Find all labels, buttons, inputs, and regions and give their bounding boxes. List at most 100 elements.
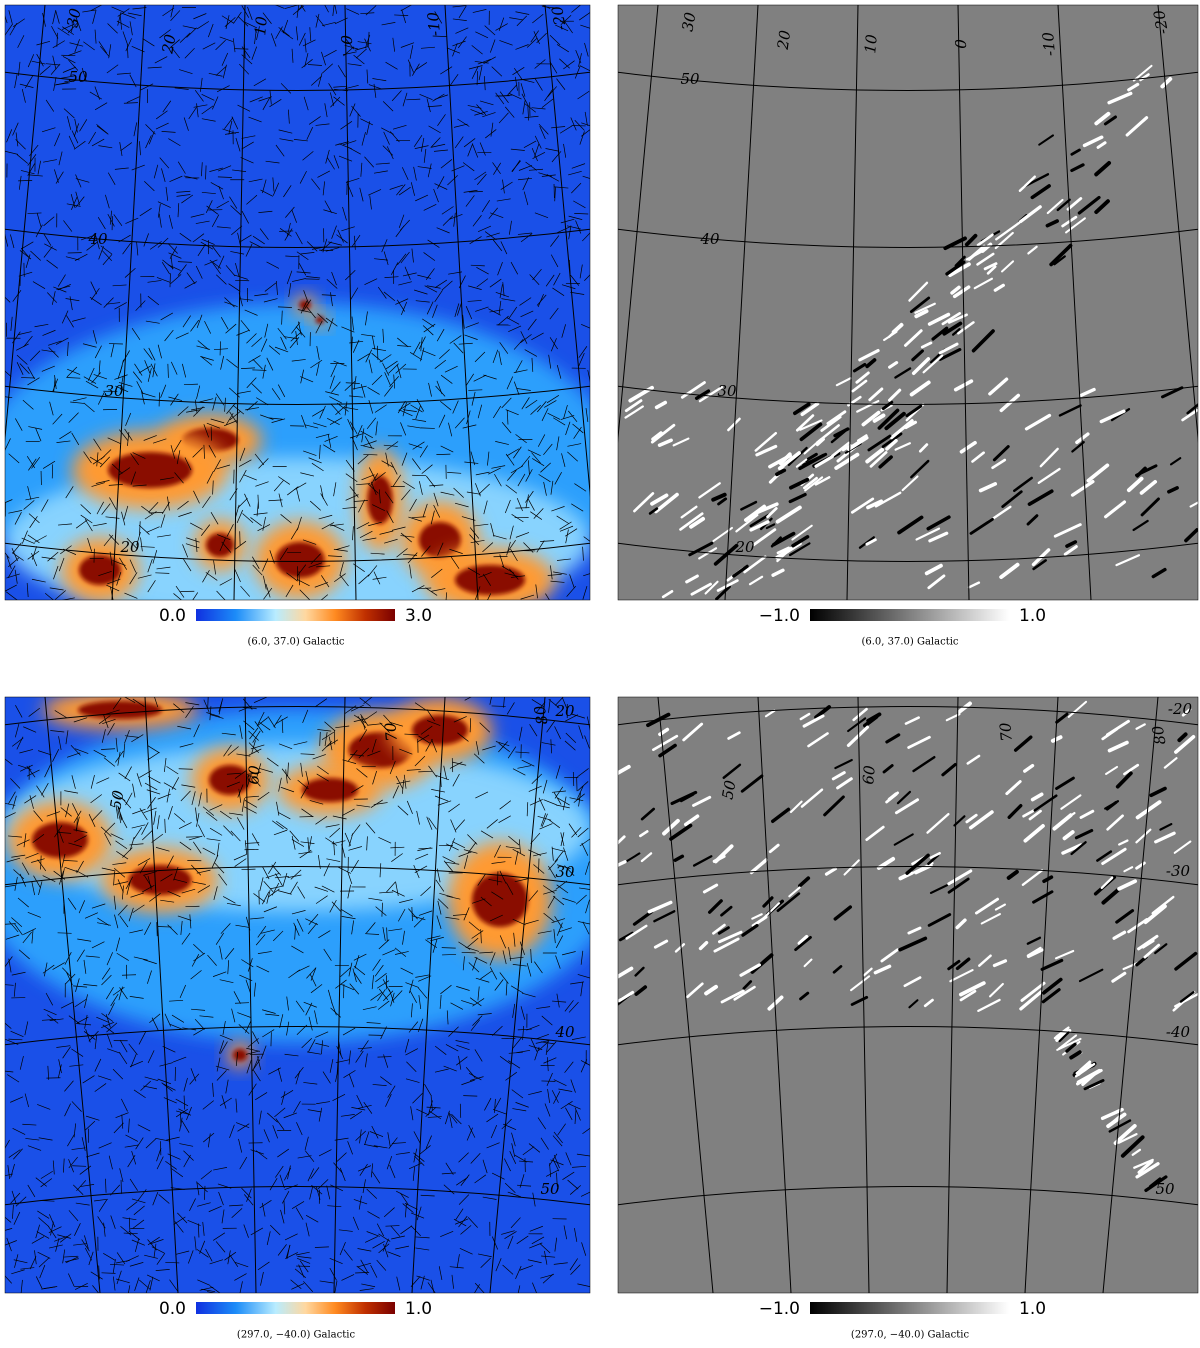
polarization-vector (466, 491, 481, 495)
polarization-vector (244, 309, 258, 316)
polarization-vector (305, 1214, 319, 1223)
polarization-vector (530, 832, 541, 844)
polarization-vector (221, 732, 236, 736)
polarization-vector (12, 542, 22, 554)
polarization-vector (272, 177, 275, 192)
polarization-vector (387, 1251, 401, 1257)
filament (1154, 831, 1176, 844)
polarization-vector (125, 412, 132, 427)
polarization-vector (129, 1262, 144, 1267)
polarization-vector (575, 220, 582, 234)
filament (795, 458, 808, 468)
polarization-vector (570, 1079, 576, 1093)
polarization-vector (305, 1002, 313, 1016)
polarization-vector (389, 760, 396, 775)
graticule-latitude (5, 1026, 590, 1046)
polarization-vector (37, 1210, 50, 1219)
polarization-vector (490, 122, 494, 137)
polarization-vector (126, 537, 137, 549)
polarization-vector (402, 409, 417, 412)
polarization-vector (103, 714, 109, 729)
polarization-vector (85, 955, 100, 958)
filament (762, 896, 774, 908)
filament (978, 482, 998, 493)
polarization-vector (58, 557, 65, 572)
polarization-vector (116, 20, 130, 28)
polarization-vector (388, 363, 399, 374)
polarization-vector (357, 1262, 372, 1268)
filament (951, 328, 961, 336)
polarization-vector (343, 1070, 356, 1078)
polarization-vector (127, 12, 142, 17)
polarization-vector (516, 1235, 529, 1245)
filament (927, 853, 940, 866)
polarization-vector (14, 74, 18, 89)
polarization-vector (248, 730, 259, 741)
polarization-vector (120, 815, 128, 829)
polarization-vector (73, 1243, 88, 1246)
polarization-vector (555, 804, 570, 809)
polarization-vector (504, 499, 511, 514)
polarization-vector (550, 565, 553, 580)
polarization-vector (140, 83, 154, 91)
polarization-vector (129, 996, 144, 999)
polarization-vector (69, 296, 73, 311)
polarization-vector (535, 701, 546, 713)
polarization-vector (219, 1097, 232, 1106)
polarization-vector (571, 1036, 586, 1040)
polarization-vector (587, 370, 590, 383)
filament (1061, 215, 1078, 228)
polarization-vector (502, 179, 505, 194)
polarization-vector (350, 753, 365, 757)
polarization-vector (383, 444, 398, 447)
polarization-vector (72, 803, 79, 816)
polarization-vector (413, 1131, 421, 1144)
polarization-vector (363, 440, 377, 446)
polarization-vector (98, 145, 113, 149)
polarization-vector (521, 992, 536, 998)
polarization-vector (56, 440, 71, 443)
polarization-vector (300, 376, 314, 383)
polarization-vector (281, 310, 283, 325)
filament (625, 924, 648, 940)
polarization-vector (113, 895, 117, 910)
polarization-vector (151, 833, 164, 843)
polarization-vector (153, 1243, 157, 1258)
polarization-vector (360, 1040, 369, 1053)
polarization-vector (147, 368, 152, 382)
polarization-vector (271, 388, 281, 400)
polarization-vector (441, 947, 456, 949)
polarization-vector (474, 1284, 480, 1293)
polarization-vector (358, 574, 370, 585)
polarization-vector (188, 1250, 194, 1264)
polarization-vector (423, 252, 436, 261)
polarization-vector (511, 1143, 516, 1157)
polarization-vector (372, 1084, 387, 1086)
polarization-vector (147, 745, 160, 754)
polarization-vector (61, 75, 75, 79)
polarization-vector (28, 707, 41, 717)
polarization-vector (494, 979, 504, 991)
polarization-vector (581, 122, 590, 127)
filament (967, 244, 986, 261)
polarization-vector (24, 75, 33, 89)
polarization-vector (326, 858, 341, 862)
polarization-vector (416, 1108, 430, 1116)
polarization-vector (198, 792, 202, 807)
polarization-vector (13, 1211, 21, 1225)
polarization-vector (551, 918, 566, 924)
polarization-vector (99, 45, 110, 57)
polarization-vector (360, 162, 363, 177)
polarization-vector (424, 285, 438, 293)
polarization-vector (127, 431, 130, 446)
polarization-vector (506, 317, 520, 325)
polarization-vector (304, 38, 307, 53)
polarization-vector (453, 487, 464, 498)
polarization-vector (260, 338, 268, 352)
polarization-vector (54, 825, 63, 838)
polarization-vector (94, 29, 97, 44)
filament (830, 430, 846, 444)
filament (749, 513, 770, 528)
polarization-vector (344, 832, 352, 846)
polarization-vector (157, 203, 161, 218)
